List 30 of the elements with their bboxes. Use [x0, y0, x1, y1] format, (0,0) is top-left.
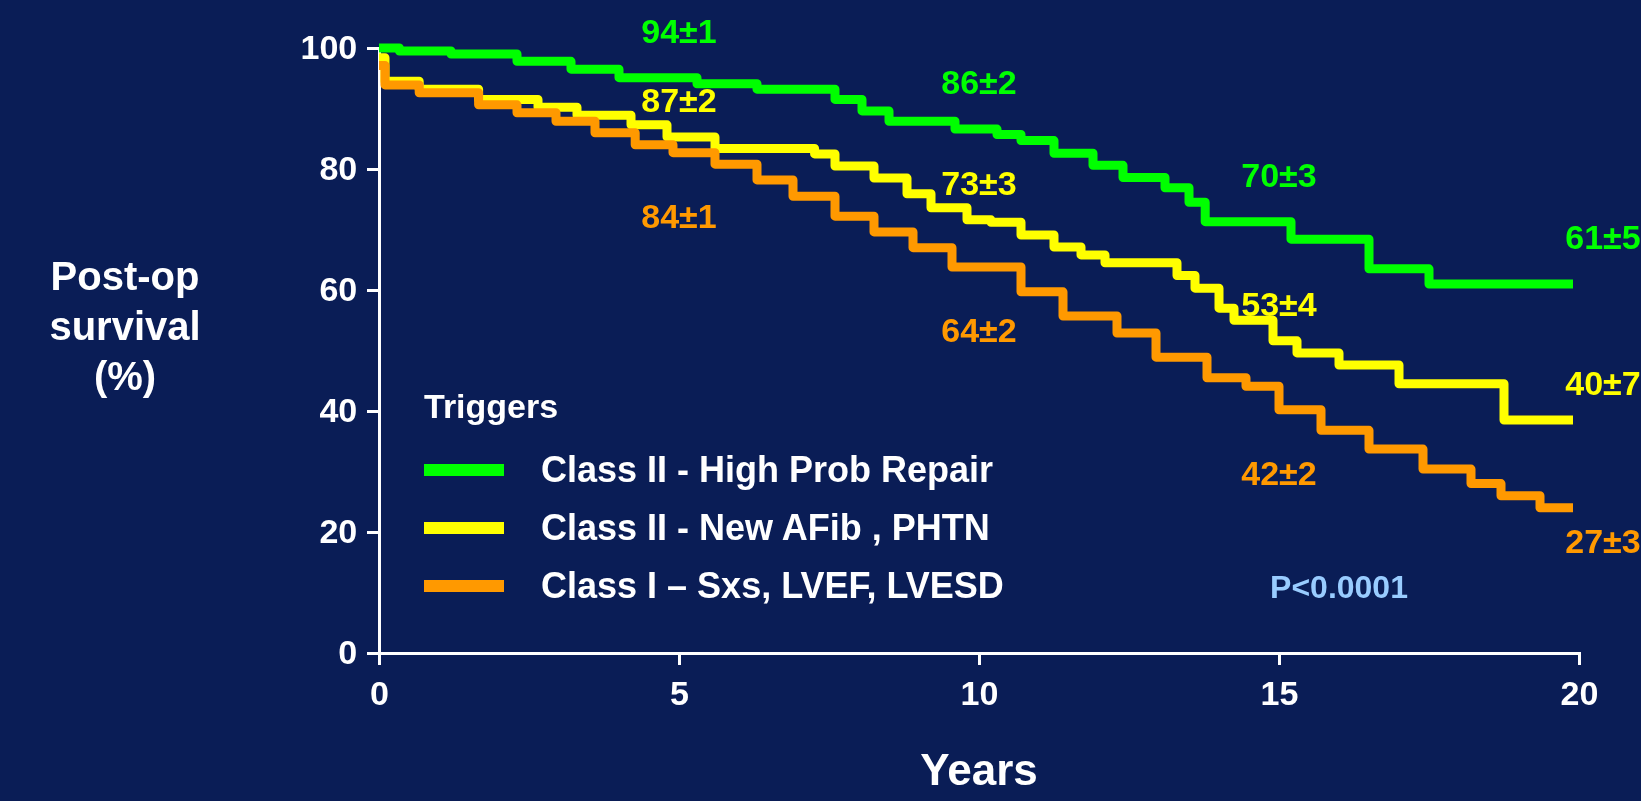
x-tick-label: 15: [1260, 674, 1299, 713]
x-tick-label: 10: [960, 674, 999, 713]
annotation: 42±2: [1241, 453, 1317, 492]
annotation: 86±2: [941, 63, 1017, 102]
x-tick-label: 5: [670, 674, 689, 713]
legend-label: Class II - New AFib , PHTN: [541, 507, 990, 548]
y-axis-title: Post-op survival (%): [49, 254, 201, 398]
annotation: 70±3: [1241, 155, 1317, 194]
annotation: 94±1: [641, 11, 717, 50]
x-tick-label: 20: [1560, 674, 1599, 713]
annotation: P<0.0001: [1270, 569, 1408, 605]
annotation: 87±2: [641, 80, 717, 119]
y-tick-label: 40: [319, 391, 358, 430]
annotation: 40±7: [1565, 364, 1641, 403]
annotation: 61±5: [1565, 217, 1641, 256]
annotation: 27±3: [1565, 521, 1641, 560]
legend-label: Class I – Sxs, LVEF, LVESD: [541, 565, 1004, 606]
annotation: 53±4: [1241, 284, 1317, 323]
annotation: 73±3: [941, 163, 1017, 202]
x-axis-title: Years: [920, 745, 1038, 794]
y-tick-label: 100: [300, 28, 358, 67]
legend-title: Triggers: [424, 387, 559, 425]
x-tick-label: 0: [370, 674, 389, 713]
y-tick-label: 80: [319, 149, 358, 188]
y-tick-label: 0: [338, 633, 358, 672]
legend-label: Class II - High Prob Repair: [541, 449, 994, 490]
y-tick-label: 60: [319, 270, 358, 309]
y-tick-label: 20: [319, 512, 358, 551]
annotation: 64±2: [941, 311, 1017, 350]
annotation: 84±1: [641, 196, 717, 235]
